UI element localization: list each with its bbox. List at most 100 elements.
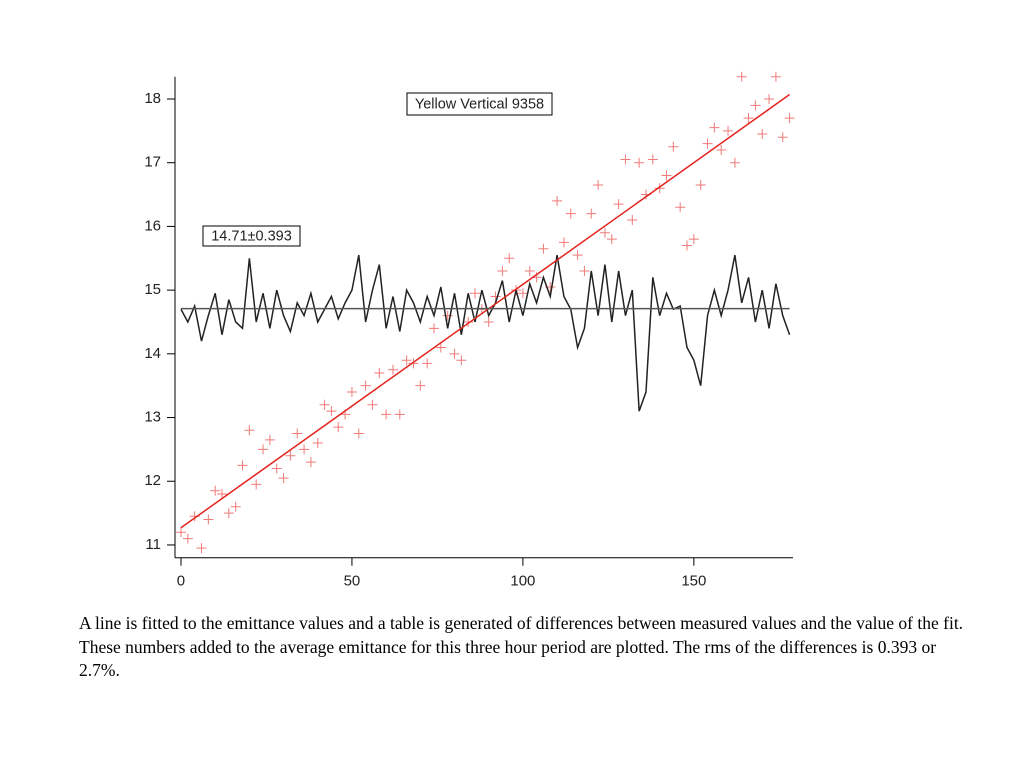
point [702, 138, 713, 149]
point [442, 310, 453, 321]
point [292, 428, 303, 439]
x-tick-label: 150 [681, 573, 706, 590]
point [716, 144, 727, 155]
point [360, 380, 371, 391]
y-tick-label: 16 [144, 217, 161, 234]
point [353, 428, 364, 439]
point [490, 291, 501, 302]
x-tick-label: 100 [510, 573, 535, 590]
point [757, 129, 768, 140]
point [422, 358, 433, 369]
point [736, 71, 747, 82]
point [285, 450, 296, 461]
annotation: 14.71±0.393 [211, 228, 292, 244]
line [180, 93, 791, 529]
y-tick-label: 15 [144, 281, 161, 298]
point [750, 100, 761, 111]
point [244, 425, 255, 436]
point [695, 180, 706, 191]
point [264, 434, 275, 445]
point [709, 122, 720, 133]
point [599, 227, 610, 238]
point [777, 132, 788, 143]
annotation-box [202, 225, 301, 247]
point [517, 288, 528, 299]
point [449, 348, 460, 359]
point [558, 237, 569, 248]
point [223, 508, 234, 519]
point [456, 355, 467, 366]
point [497, 266, 508, 277]
y-tick-label: 11 [145, 536, 161, 553]
point [175, 527, 186, 538]
point [524, 266, 535, 277]
point [312, 438, 323, 449]
point [504, 253, 515, 264]
point [319, 399, 330, 410]
point [346, 387, 357, 398]
point [463, 316, 474, 327]
point [408, 358, 419, 369]
annotation-box [406, 92, 553, 116]
point [764, 93, 775, 104]
point [196, 543, 207, 554]
point [326, 406, 337, 417]
y-tick-label: 12 [144, 472, 161, 489]
point [654, 183, 665, 194]
point [552, 195, 563, 206]
point [634, 157, 645, 168]
point [675, 202, 686, 213]
point [688, 234, 699, 245]
y-tick-label: 13 [144, 409, 161, 426]
point [593, 180, 604, 191]
point [374, 367, 385, 378]
point [203, 514, 214, 525]
point [579, 266, 590, 277]
point [613, 199, 624, 210]
point [210, 485, 221, 496]
point [251, 479, 262, 490]
annotation: Yellow Vertical 9358 [415, 96, 544, 112]
point [620, 154, 631, 165]
point [647, 154, 658, 165]
point [565, 208, 576, 219]
point [230, 501, 241, 512]
point [538, 243, 549, 254]
point [401, 355, 412, 366]
line [180, 254, 791, 412]
y-tick-label: 18 [144, 90, 161, 107]
y-tick-label: 17 [144, 154, 161, 171]
point [333, 422, 344, 433]
point [661, 170, 672, 181]
point [723, 125, 734, 136]
point [258, 444, 269, 455]
point [387, 364, 398, 375]
point [299, 444, 310, 455]
point [415, 380, 426, 391]
point [381, 409, 392, 420]
point [682, 240, 693, 251]
caption: A line is fitted to the emittance values… [79, 613, 964, 680]
point [305, 457, 316, 468]
point [729, 157, 740, 168]
x-tick-label: 50 [344, 573, 361, 590]
point [394, 409, 405, 420]
point [470, 288, 481, 299]
point [182, 533, 193, 544]
chart: 11 12 13 14 15 16 17 18 0 50 100 150 Yellow Vertica… [144, 71, 795, 590]
point [483, 316, 494, 327]
point [743, 113, 754, 124]
point [367, 399, 378, 410]
point [237, 460, 248, 471]
point [435, 342, 446, 353]
point [784, 113, 795, 124]
point [586, 208, 597, 219]
point [271, 463, 282, 474]
point [668, 141, 679, 152]
x-tick-label: 0 [177, 573, 185, 590]
point [278, 473, 289, 484]
y-tick-label: 14 [144, 345, 161, 362]
point [572, 250, 583, 261]
point [606, 234, 617, 245]
